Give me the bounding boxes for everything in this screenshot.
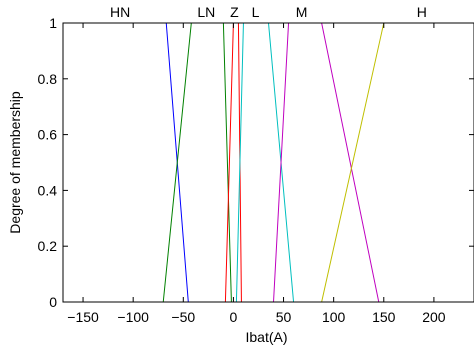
- x-tick-label: 0: [230, 309, 238, 325]
- series-line-ln: [63, 22, 474, 303]
- y-tick-label: 0: [49, 294, 57, 310]
- y-tick-label: 0.2: [38, 238, 58, 254]
- x-tick-label: 200: [422, 309, 446, 325]
- x-tick-label: −100: [117, 309, 149, 325]
- y-axis-label: Degree of membership: [7, 91, 23, 234]
- y-tick-label: 0.4: [38, 182, 58, 198]
- series-label-ln: LN: [197, 4, 215, 20]
- series-label-m: M: [296, 4, 308, 20]
- x-axis-label: Ibat(A): [245, 329, 287, 345]
- series-label-hn: HN: [110, 4, 130, 20]
- series-label-h: H: [417, 4, 427, 20]
- series-line-l: [63, 22, 474, 303]
- series-layer: [63, 22, 474, 303]
- series-labels-layer: HN LN Z L M H: [110, 4, 427, 20]
- series-line-hn: [63, 22, 474, 303]
- ticks-layer: −150 −100 −50 0 50 100 150 200 0 0.2 0.4 0.6 0.8 1: [38, 15, 474, 325]
- plot-frame: [62, 22, 474, 303]
- x-tick-label: −50: [171, 309, 195, 325]
- x-tick-label: 50: [276, 309, 292, 325]
- y-tick-label: 1: [49, 15, 57, 31]
- series-label-l: L: [252, 4, 260, 20]
- series-line-z: [63, 22, 474, 303]
- series-label-z: Z: [230, 4, 239, 20]
- y-tick-label: 0.6: [38, 127, 58, 143]
- series-line-m: [63, 22, 474, 303]
- x-tick-label: −150: [67, 309, 99, 325]
- series-line-h: [63, 22, 474, 303]
- x-tick-label: 150: [372, 309, 396, 325]
- y-tick-label: 0.8: [38, 71, 58, 87]
- x-tick-label: 100: [322, 309, 346, 325]
